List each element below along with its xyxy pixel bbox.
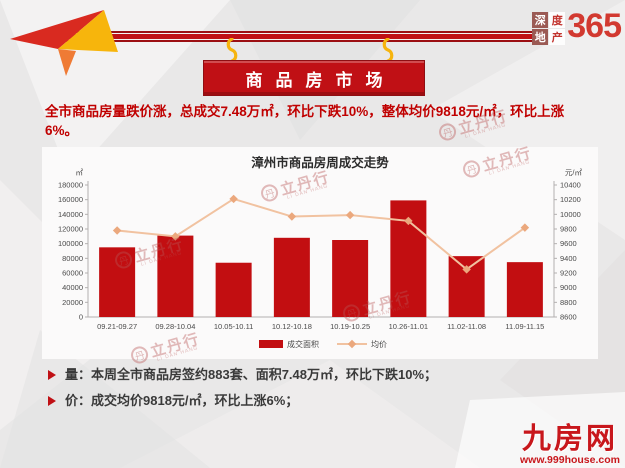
svg-text:8800: 8800 (560, 298, 577, 307)
svg-text:8600: 8600 (560, 313, 577, 322)
svg-text:100000: 100000 (58, 239, 83, 248)
section-banner-title: 商品房市场 (245, 70, 396, 90)
svg-text:10400: 10400 (560, 181, 581, 190)
site-logo-url: www.999house.com (520, 454, 620, 466)
svg-text:80000: 80000 (62, 254, 83, 263)
logo-number: 365 (567, 7, 622, 45)
bullet-item: 量：本周全市商品房签约883套、面积7.48万㎡，环比下跌10%； (48, 366, 588, 383)
svg-text:160000: 160000 (58, 195, 83, 204)
svg-text:10200: 10200 (560, 195, 581, 204)
site-logo-name: 九房网 (522, 423, 619, 455)
svg-text:60000: 60000 (62, 269, 83, 278)
headline-summary: 全市商品房量跌价涨，总成交7.48万㎡，环比下跌10%，整体均价9818元/㎡，… (45, 104, 565, 138)
bullet-item: 价：成交均价9818元/㎡，环比上涨6%； (48, 392, 588, 409)
bullet-arrow-icon (48, 370, 56, 380)
svg-text:11.09-11.15: 11.09-11.15 (505, 322, 544, 331)
svg-text:10.05-10.11: 10.05-10.11 (214, 322, 253, 331)
svg-text:9400: 9400 (560, 254, 577, 263)
arrow-ribbon-icon (10, 10, 118, 76)
svg-text:10.12-10.18: 10.12-10.18 (272, 322, 312, 331)
bullet-arrow-icon (48, 396, 56, 406)
svg-text:20000: 20000 (62, 298, 83, 307)
svg-text:9200: 9200 (560, 269, 577, 278)
logo-char: 产 (549, 29, 566, 45)
svg-text:180000: 180000 (58, 181, 83, 190)
logo-char: 地 (532, 29, 549, 45)
transaction-chart: 0 20000 40000 60000 80000 100000 120000 140000 1… (58, 168, 583, 349)
svg-text:成交面积: 成交面积 (287, 339, 319, 349)
brand-logo: 深 度 地 产 365 (532, 7, 622, 45)
svg-text:元/㎡: 元/㎡ (565, 168, 583, 177)
svg-text:40000: 40000 (62, 283, 83, 292)
svg-text:均价: 均价 (371, 339, 387, 349)
svg-text:140000: 140000 (58, 210, 83, 219)
svg-text:9800: 9800 (560, 225, 577, 234)
svg-text:㎡: ㎡ (76, 168, 84, 177)
chart-title: 漳州市商品房周成交走势 (251, 156, 389, 170)
bullet-text: 价：成交均价9818元/㎡，环比上涨6%； (65, 393, 299, 408)
svg-text:10.26-11.01: 10.26-11.01 (389, 322, 428, 331)
chart-card: 漳州市商品房周成交走势 0 20000 40000 60000 80000 100000 1… (42, 145, 598, 366)
logo-char: 深 (532, 12, 549, 28)
svg-text:120000: 120000 (58, 225, 83, 234)
header-rail-divider (38, 31, 540, 42)
svg-text:11.02-11.08: 11.02-11.08 (447, 322, 486, 331)
svg-text:09.28-10.04: 09.28-10.04 (155, 322, 195, 331)
site-logo: 九房网 www.999house.com (520, 424, 620, 466)
svg-text:0: 0 (79, 313, 83, 322)
svg-text:9000: 9000 (560, 283, 577, 292)
svg-text:09.21-09.27: 09.21-09.27 (97, 322, 137, 331)
svg-text:10.19-10.25: 10.19-10.25 (330, 322, 370, 331)
bullet-text: 量：本周全市商品房签约883套、面积7.48万㎡，环比下跌10%； (65, 367, 438, 382)
svg-text:10000: 10000 (560, 210, 581, 219)
svg-text:9600: 9600 (560, 239, 577, 248)
brand-logo-grid: 深 度 地 产 (532, 12, 566, 45)
summary-bullets: 量：本周全市商品房签约883套、面积7.48万㎡，环比下跌10%； 价：成交均价… (48, 366, 588, 418)
section-banner: 商品房市场 (203, 60, 425, 96)
logo-char: 度 (549, 12, 566, 28)
